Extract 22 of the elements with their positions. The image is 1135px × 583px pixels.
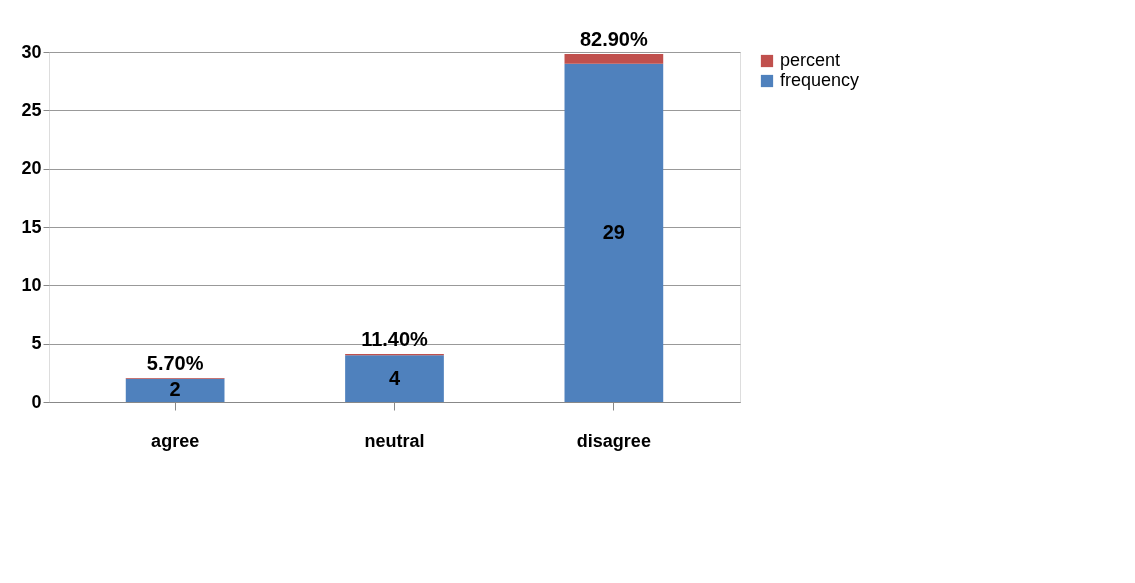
bar <box>564 63 664 402</box>
bar <box>564 53 664 64</box>
data-label: 2 <box>169 378 181 401</box>
y-tick-label: 10 <box>21 274 42 295</box>
data-label: 82.90% <box>579 27 648 50</box>
x-tick-label: agree <box>151 430 200 451</box>
y-tick-label: 15 <box>21 216 42 237</box>
data-label: 4 <box>388 366 401 389</box>
y-tick-label: 5 <box>31 333 42 354</box>
y-tick-label: 20 <box>21 158 42 179</box>
x-tick-label: disagree <box>576 430 651 451</box>
y-tick-label: 0 <box>31 391 42 412</box>
x-tick-label: neutral <box>364 430 425 451</box>
y-tick-label: 30 <box>21 41 42 62</box>
bar <box>345 355 444 402</box>
legend-label: frequency <box>780 70 860 90</box>
data-label: 11.40% <box>361 328 429 350</box>
y-tick-label: 25 <box>21 99 42 120</box>
data-label: 5.70% <box>146 352 204 374</box>
bar <box>125 378 225 402</box>
legend-label: percent <box>780 50 841 70</box>
data-label: 29 <box>602 220 625 243</box>
